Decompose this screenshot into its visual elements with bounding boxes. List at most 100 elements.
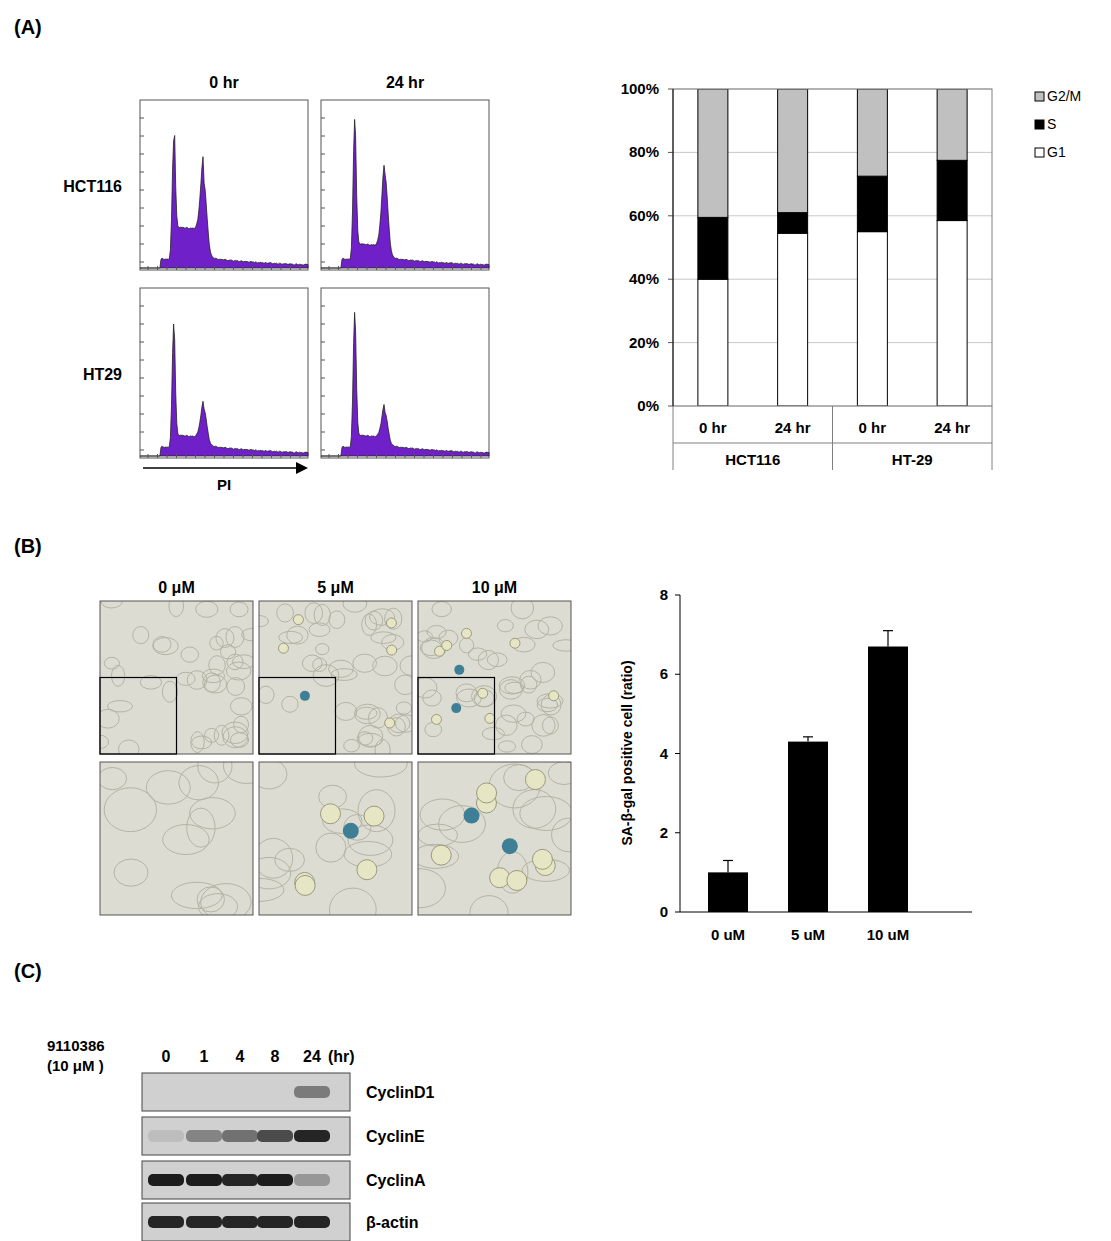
cell <box>501 705 526 722</box>
frame-tick <box>414 266 415 270</box>
lane-label: 24 <box>303 1048 321 1065</box>
group-divider <box>992 406 993 470</box>
cell <box>204 675 226 693</box>
cell <box>202 669 224 683</box>
cell <box>210 636 223 650</box>
category-label: 10 uM <box>867 926 910 943</box>
cell <box>181 647 199 662</box>
cell <box>385 608 402 629</box>
cell <box>542 717 558 734</box>
category-label: 0 hr <box>859 419 887 436</box>
histogram-frame <box>140 288 308 458</box>
frame-tick <box>252 266 253 270</box>
cell <box>163 825 209 855</box>
frame-tick <box>321 208 325 209</box>
cell <box>100 767 127 789</box>
tick-label: 40% <box>629 270 659 287</box>
tick <box>675 674 680 675</box>
cell <box>223 727 248 748</box>
frame-tick <box>140 262 144 263</box>
frame-tick <box>376 454 377 458</box>
cell <box>216 629 234 648</box>
cell <box>470 896 508 915</box>
panel-label: (A) <box>14 16 42 38</box>
lane-label: 0 <box>162 1048 171 1065</box>
frame-tick <box>452 266 453 270</box>
cell <box>538 617 562 635</box>
band <box>257 1174 293 1186</box>
micrograph-bg <box>418 762 571 915</box>
cell <box>329 888 376 915</box>
band <box>222 1130 258 1142</box>
protein-label: CyclinA <box>366 1172 426 1189</box>
row-label: HCT116 <box>63 178 122 195</box>
cell <box>358 790 395 832</box>
band <box>148 1216 184 1228</box>
band <box>257 1216 293 1228</box>
cell <box>201 884 251 915</box>
category-label: 0 uM <box>711 926 745 943</box>
micrograph-frame <box>418 601 571 754</box>
round-cell <box>549 691 559 701</box>
frame-tick <box>195 266 196 270</box>
micrograph <box>100 762 253 915</box>
histogram <box>321 312 489 456</box>
frame-tick <box>414 454 415 458</box>
cell <box>226 627 244 648</box>
frame-tick <box>321 118 325 119</box>
cell <box>153 638 179 655</box>
cell <box>230 733 248 748</box>
cell <box>275 848 305 871</box>
cell <box>198 762 232 783</box>
error-cap <box>723 860 733 861</box>
cell <box>227 654 243 669</box>
cell <box>169 601 184 617</box>
round-cell <box>278 643 288 653</box>
bar <box>788 742 828 912</box>
cell <box>482 727 504 739</box>
tick <box>675 753 680 754</box>
blot-strip <box>142 1161 350 1199</box>
cell <box>400 656 412 676</box>
protein-label: CyclinE <box>366 1128 425 1145</box>
frame-tick <box>233 454 234 458</box>
error-bar <box>723 860 733 872</box>
cell <box>505 682 524 693</box>
band <box>148 1130 184 1142</box>
cell <box>511 601 534 619</box>
band <box>222 1216 258 1228</box>
frame-tick <box>367 454 368 458</box>
frame-tick <box>338 266 339 270</box>
frame-tick <box>348 454 349 458</box>
tick-label: 6 <box>660 665 668 682</box>
frame-tick <box>321 450 325 451</box>
figure: (A)(B)(C)0 hr24 hrHCT116HT29PI0%20%40%60… <box>0 0 1111 1241</box>
frame-tick <box>405 454 406 458</box>
cell <box>104 657 119 669</box>
round-cell <box>478 688 488 698</box>
frame-tick <box>167 454 168 458</box>
frame-tick <box>367 266 368 270</box>
lane-unit: (hr) <box>328 1048 355 1065</box>
bar-segment <box>778 89 808 213</box>
error-line <box>887 631 888 647</box>
frame-tick <box>140 414 144 415</box>
cell <box>287 626 308 644</box>
frame-tick <box>262 454 263 458</box>
frame-tick <box>214 266 215 270</box>
blot-bg <box>142 1117 350 1155</box>
cell <box>553 640 571 651</box>
frame-tick <box>243 454 244 458</box>
axis-label: PI <box>217 476 231 493</box>
micrograph <box>100 601 253 754</box>
band <box>186 1216 222 1228</box>
cell <box>197 887 224 912</box>
frame-tick <box>481 266 482 270</box>
cell <box>525 620 549 639</box>
blue-stain <box>300 691 310 701</box>
frame-tick <box>395 454 396 458</box>
tick <box>668 279 673 280</box>
column-header: 10 μM <box>472 579 517 596</box>
frame-tick <box>157 266 158 270</box>
bar-segment <box>698 279 728 406</box>
